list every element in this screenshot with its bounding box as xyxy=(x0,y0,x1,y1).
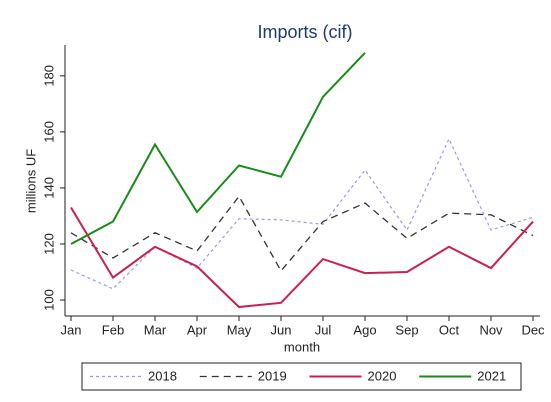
x-tick-label: Mar xyxy=(144,322,167,337)
series-line xyxy=(70,137,534,290)
series-line xyxy=(70,207,534,309)
x-tick-label: Feb xyxy=(102,322,124,337)
chart-title: Imports (cif) xyxy=(257,22,352,42)
x-tick-label: Sep xyxy=(395,322,418,337)
y-tick-label: 140 xyxy=(41,177,56,199)
legend-box xyxy=(81,362,522,391)
x-axis-title: month xyxy=(284,339,320,354)
series-line xyxy=(70,195,534,273)
x-tick-label: Nov xyxy=(479,322,503,337)
x-tick-label: Oct xyxy=(439,322,460,337)
legend-label: 2021 xyxy=(477,368,506,383)
x-tick-label: Jun xyxy=(271,322,292,337)
x-tick-label: Ago xyxy=(353,322,376,337)
series-line xyxy=(70,52,366,245)
x-tick-label: Jul xyxy=(315,322,332,337)
x-tick-label: Jan xyxy=(61,322,82,337)
y-tick-label: 160 xyxy=(41,121,56,143)
y-tick-label: 100 xyxy=(41,289,56,311)
legend-label: 2020 xyxy=(368,368,397,383)
x-tick-label: May xyxy=(227,322,252,337)
x-tick-label: Apr xyxy=(187,322,208,337)
y-tick-label: 180 xyxy=(41,65,56,87)
y-axis-title: millions UF xyxy=(23,149,38,213)
x-tick-label: Dec xyxy=(521,322,545,337)
y-tick-label: 120 xyxy=(41,233,56,255)
legend-label: 2018 xyxy=(148,368,177,383)
legend-label: 2019 xyxy=(258,368,287,383)
